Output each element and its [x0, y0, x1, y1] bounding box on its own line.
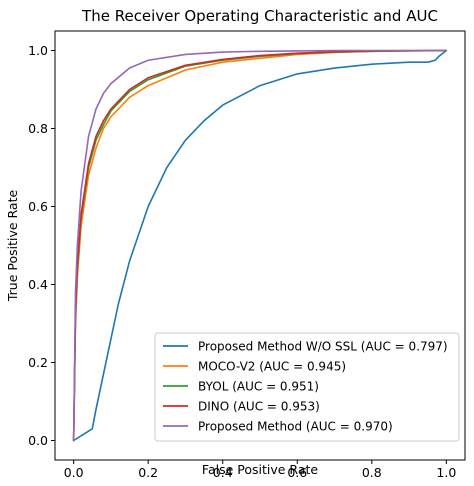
y-axis: 0.0 0.2 0.4 0.6 0.8 1.0: [28, 43, 55, 448]
legend-entry: Proposed Method W/O SSL (AUC = 0.797): [198, 339, 448, 353]
y-tick-label: 1.0: [28, 43, 48, 58]
legend-entry: Proposed Method (AUC = 0.970): [198, 419, 393, 433]
y-axis-label: True Positive Rate: [5, 190, 20, 303]
series-line-0: [72, 49, 448, 442]
series-line-4: [72, 49, 448, 442]
x-tick-label: 0.8: [362, 465, 382, 480]
x-axis: 0.0 0.2 0.4 0.6 0.8 1.0: [64, 460, 456, 480]
legend-box: [154, 332, 460, 442]
series-line-3: [72, 49, 448, 442]
legend-entry: BYOL (AUC = 0.951): [198, 379, 319, 393]
x-tick-label: 0.4: [213, 465, 233, 480]
legend-entry: MOCO-V2 (AUC = 0.945): [198, 359, 346, 373]
y-tick-label: 0.6: [28, 199, 48, 214]
plot-lines: [72, 49, 448, 442]
y-tick-label: 0.2: [28, 355, 48, 370]
x-axis-label: False Positive Rate: [202, 462, 318, 477]
y-tick-label: 0.8: [28, 121, 48, 136]
x-tick-label: 0.6: [287, 465, 307, 480]
chart-title: The Receiver Operating Characteristic an…: [81, 7, 438, 25]
x-tick-label: 1.0: [436, 465, 456, 480]
x-tick-label: 0.0: [64, 465, 84, 480]
x-tick-label: 0.2: [138, 465, 158, 480]
y-tick-label: 0.0: [28, 433, 48, 448]
legend-entry: DINO (AUC = 0.953): [198, 399, 320, 413]
plot-frame: [54, 30, 466, 461]
legend: Proposed Method W/O SSL (AUC = 0.797) MOC…: [154, 332, 460, 442]
y-tick-label: 0.4: [28, 277, 48, 292]
